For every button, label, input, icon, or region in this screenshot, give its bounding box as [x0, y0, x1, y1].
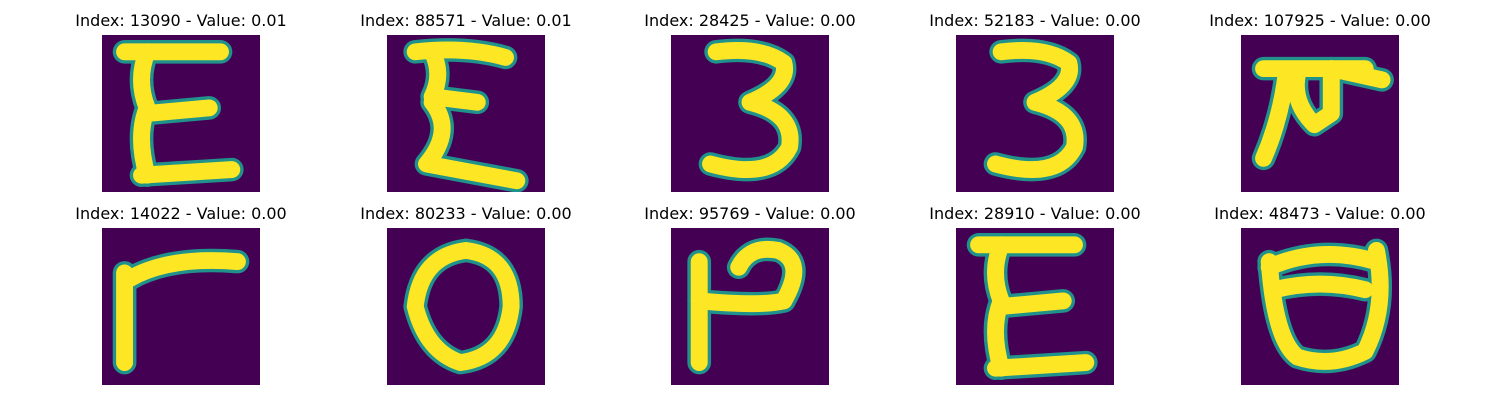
glyph-sprite: [983, 38, 1087, 182]
glyph-stroke: [987, 42, 1084, 178]
panel-title: Index: 80233 - Value: 0.00: [360, 204, 572, 223]
glyph-stroke: [133, 161, 241, 184]
glyph-image: [1241, 35, 1399, 192]
glyph-image: [387, 228, 545, 385]
glyph-stroke: [1322, 60, 1391, 89]
glyph-image: [102, 35, 260, 192]
glyph-stroke: [992, 292, 1072, 315]
glyph-stroke: [1260, 246, 1385, 276]
glyph-stroke: [406, 242, 520, 371]
glyph-stroke: [418, 93, 526, 190]
glyph-image: [102, 228, 260, 385]
glyph-image: [956, 228, 1114, 385]
glyph-image: [956, 35, 1114, 192]
glyph-sprite: [1257, 238, 1393, 374]
glyph-sprite: [112, 248, 250, 375]
glyph-stroke: [138, 99, 218, 122]
glyph-stroke: [702, 42, 799, 178]
panel-title: Index: 28910 - Value: 0.00: [929, 204, 1141, 223]
glyph-stroke: [121, 252, 246, 287]
glyph-sprite: [1251, 56, 1394, 171]
glyph-stroke: [987, 354, 1095, 377]
panel-title: Index: 88571 - Value: 0.01: [360, 11, 572, 30]
glyph-sprite: [112, 40, 244, 187]
glyph-stroke: [1287, 60, 1340, 134]
glyph-image: [1241, 228, 1399, 385]
glyph-sprite: [687, 237, 806, 375]
glyph-stroke: [690, 292, 793, 313]
glyph-stroke: [1260, 242, 1389, 370]
panel-title: Index: 95769 - Value: 0.00: [644, 204, 856, 223]
glyph-sprite: [966, 233, 1098, 380]
panel-title: Index: 48473 - Value: 0.00: [1214, 204, 1426, 223]
glyph-sprite: [698, 38, 802, 182]
glyph-stroke: [730, 240, 803, 310]
panel-title: Index: 28425 - Value: 0.00: [644, 11, 856, 30]
panel-title: Index: 52183 - Value: 0.00: [929, 11, 1141, 30]
glyph-sprite: [403, 38, 529, 192]
panel-title: Index: 107925 - Value: 0.00: [1209, 11, 1431, 30]
glyph-image: [387, 35, 545, 192]
panel-title: Index: 13090 - Value: 0.01: [75, 11, 287, 30]
glyph-image: [671, 228, 829, 385]
glyph-stroke: [1266, 275, 1374, 299]
panel-title: Index: 14022 - Value: 0.00: [75, 204, 287, 223]
glyph-stroke: [1255, 65, 1295, 167]
glyph-sprite: [403, 238, 523, 375]
glyph-image: [671, 35, 829, 192]
